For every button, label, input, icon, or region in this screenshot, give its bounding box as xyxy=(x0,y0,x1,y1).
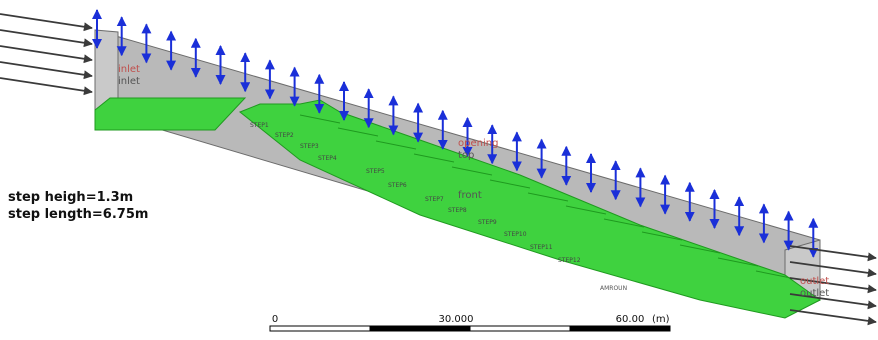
step-label: STEP1 xyxy=(250,122,269,129)
outlet-label: outlet xyxy=(800,288,829,299)
inlet-arrow-icon xyxy=(0,61,93,80)
inlet-label: inlet xyxy=(118,64,140,75)
step-length-note: step length=6.75m xyxy=(8,207,149,222)
step-label: STEP8 xyxy=(448,207,467,214)
step-edge xyxy=(717,257,759,267)
step-label: STEP10 xyxy=(504,231,527,238)
inlet-arrow-icon xyxy=(0,77,93,96)
step-label: STEP2 xyxy=(275,132,294,139)
opening-label: opening xyxy=(458,138,498,149)
scale-unit: (m) xyxy=(652,314,670,325)
outlet-arrow-icon xyxy=(789,261,877,278)
step-edge xyxy=(603,218,645,228)
step-label: STEP12 xyxy=(558,257,581,264)
step-edges xyxy=(299,114,797,280)
step-label: STEP7 xyxy=(425,196,444,203)
step-edge xyxy=(489,179,531,189)
step-edge xyxy=(451,166,493,176)
step-label: STEP4 xyxy=(318,155,337,162)
outlet-arrow-icon xyxy=(789,277,877,294)
opening-arrows xyxy=(92,8,819,258)
step-edge xyxy=(755,270,797,280)
scale-bar-segment xyxy=(369,325,471,332)
outlet-arrow-icon xyxy=(789,293,877,310)
step-edge xyxy=(565,205,607,215)
step-label: STEP5 xyxy=(366,168,385,175)
step-label: STEP3 xyxy=(300,143,319,150)
step-edge xyxy=(641,231,683,241)
outlet-arrow-icon xyxy=(789,245,877,262)
scale-tick-0: 0 xyxy=(272,314,278,325)
scale-tick-1: 30.000 xyxy=(439,314,474,325)
inlet-label: inlet xyxy=(118,76,140,87)
scale-bar-segment xyxy=(269,325,371,332)
step-edge xyxy=(527,192,569,202)
step-edge xyxy=(337,127,379,137)
inlet-arrow-icon xyxy=(0,13,93,32)
scale-bar: 0 30.000 60.00 (m) xyxy=(269,314,671,332)
step-label: STEP9 xyxy=(478,219,497,226)
step-label: STEP11 xyxy=(530,244,553,251)
scale-tick-2: 60.00 xyxy=(616,314,645,325)
scale-bar-segment xyxy=(469,325,571,332)
outlet-label: outlet xyxy=(800,276,829,287)
step-edge xyxy=(375,140,417,150)
step-edge xyxy=(299,114,341,124)
inlet-arrows xyxy=(0,13,93,96)
step-label: STEP6 xyxy=(388,182,407,189)
outlet-arrow-icon xyxy=(789,309,877,326)
front-label: front xyxy=(458,190,482,201)
scale-bar-segment xyxy=(569,325,671,332)
inlet-arrow-icon xyxy=(0,29,93,48)
inlet-arrow-icon xyxy=(0,45,93,64)
outlet-arrows xyxy=(789,245,877,326)
channel-floor-steps xyxy=(239,99,821,319)
step-edge xyxy=(679,244,721,254)
step-edge xyxy=(413,153,455,163)
step-height-note: step heigh=1.3m xyxy=(8,190,134,205)
amroun-label: AMROUN xyxy=(600,285,627,292)
channel-floor-upstream xyxy=(94,97,247,131)
top-label: top xyxy=(458,150,474,161)
